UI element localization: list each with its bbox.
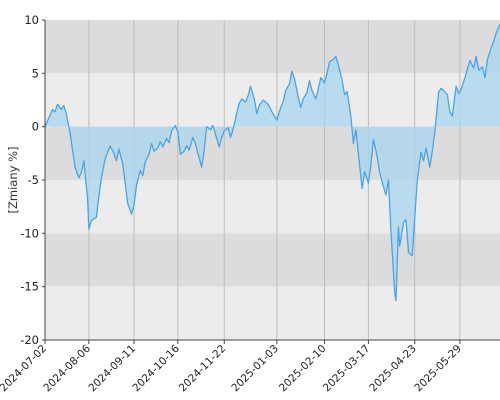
y-tick-label: -20 — [20, 333, 39, 347]
grid-band — [45, 180, 500, 234]
y-tick-label: -15 — [20, 280, 39, 294]
y-tick-labels: 10 5 0 -5 -10 -15 -20 — [20, 13, 45, 347]
x-tick-labels: 2024-07-022024-08-062024-09-112024-10-16… — [0, 340, 464, 394]
data-area — [44, 24, 500, 302]
x-tick-label: 2025-04-23 — [367, 343, 419, 395]
y-tick-label: 0 — [32, 120, 39, 134]
y-axis-label: [Zmiany %] — [6, 147, 20, 214]
y-tick-label: 10 — [24, 13, 39, 27]
series-line — [44, 24, 500, 302]
x-tick-label: 2024-11-22 — [177, 343, 229, 395]
x-tick-label: 2024-08-06 — [41, 342, 93, 394]
grid-band — [45, 233, 500, 287]
y-tick-label: -10 — [20, 226, 39, 240]
grid-band — [45, 286, 500, 340]
series-area — [45, 24, 500, 301]
x-tick-label: 2025-01-03 — [229, 343, 281, 395]
x-tick-label: 2025-05-29 — [412, 343, 464, 395]
y-tick-label: 5 — [32, 66, 39, 80]
grid-band — [45, 20, 500, 74]
background-bands — [45, 20, 500, 340]
x-tick-label: 2025-03-17 — [321, 343, 373, 395]
y-tick-label: -5 — [28, 173, 39, 187]
x-tick-label: 2024-10-16 — [130, 342, 182, 394]
